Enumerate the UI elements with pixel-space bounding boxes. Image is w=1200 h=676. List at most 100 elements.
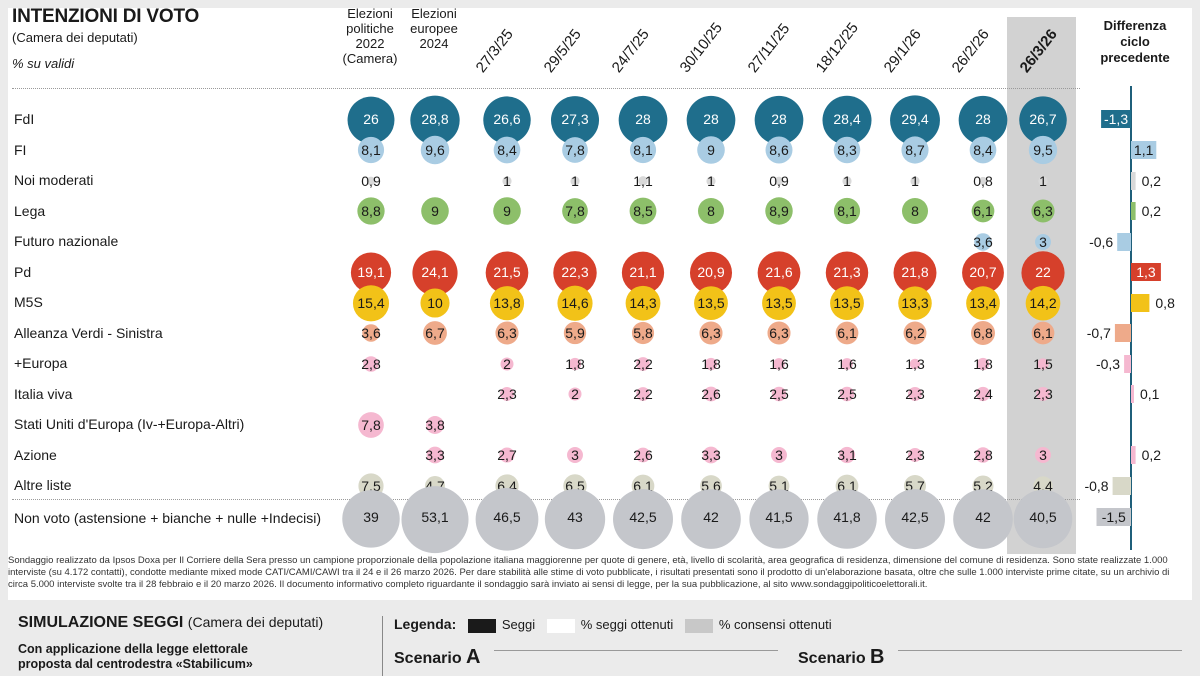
vote-value-label: 2,5: [837, 386, 857, 402]
vote-value-label: 21,5: [493, 264, 520, 280]
vote-bubble: [757, 251, 801, 295]
row-label-futuro-nazionale: Futuro nazionale: [14, 233, 119, 249]
vote-bubble: [910, 176, 920, 186]
vote-value-label: 1,8: [701, 356, 721, 372]
vote-bubble: [357, 197, 385, 225]
vote-value-label: 19,1: [357, 264, 384, 280]
vote-bubble: [842, 176, 852, 186]
vote-value-label: 42,5: [629, 509, 656, 525]
vote-bubble: [625, 285, 661, 321]
row-label-fdi: FdI: [14, 111, 35, 127]
vote-value-label: 6,7: [425, 325, 445, 341]
vote-value-label: 1,1: [633, 173, 653, 189]
vote-value-label: 8,5: [633, 203, 653, 219]
diff-header: Differenza ciclo precedente: [1080, 18, 1190, 66]
vote-bubble: [495, 321, 519, 345]
diff-bar: [1131, 202, 1136, 220]
vote-value-label: 40,5: [1029, 509, 1056, 525]
vote-value-label: 6,1: [1033, 325, 1053, 341]
vote-value-label: 29,4: [901, 111, 928, 127]
vote-value-label: 42: [703, 509, 719, 525]
diff-axis: [1130, 86, 1132, 550]
vote-bubble: [974, 233, 992, 251]
vote-bubble: [681, 489, 741, 549]
diff-value-label: 0,2: [1142, 203, 1162, 219]
seat-simulation-panel: SIMULAZIONE SEGGI (Camera dei deputati) …: [8, 604, 1192, 676]
vote-bubble: [636, 357, 650, 371]
vote-bubble: [1021, 251, 1065, 295]
scenario-word: Scenario: [394, 650, 462, 667]
vote-value-label: 21,8: [901, 264, 928, 280]
vote-bubble: [975, 447, 991, 463]
vote-bubble: [825, 251, 869, 295]
vote-bubble: [762, 286, 796, 321]
row-label-non-voto: Non voto (astensione + bianche + nulle +…: [14, 510, 322, 526]
vote-value-label: 3,8: [425, 417, 445, 433]
simulation-subtitle-line: Con applicazione della legge elettorale: [18, 642, 248, 656]
vote-value-label: 6,1: [837, 325, 857, 341]
vote-bubble: [765, 197, 793, 225]
vote-value-label: 8,4: [973, 142, 993, 158]
vote-bubble: [553, 251, 597, 295]
vote-value-label: 1: [911, 173, 919, 189]
vote-bubble: [958, 95, 1008, 145]
vote-bubble: [499, 447, 515, 463]
legend: Legenda: Seggi % seggi ottenuti % consen…: [394, 616, 832, 633]
vote-value-label: 2,4: [973, 386, 993, 402]
legend-item-label: Seggi: [501, 617, 536, 632]
vote-bubble: [347, 96, 395, 144]
vote-bubble: [557, 285, 593, 321]
vote-bubble: [833, 136, 861, 164]
vote-bubble: [901, 136, 929, 164]
simulation-title: SIMULAZIONE SEGGI (Camera dei deputati): [18, 614, 323, 632]
vote-bubble: [839, 386, 855, 402]
vote-bubble: [838, 446, 856, 464]
vote-bubble: [774, 176, 784, 186]
vote-bubble: [489, 286, 525, 321]
vote-value-label: 2,6: [701, 386, 721, 402]
vote-value-label: 39: [363, 509, 379, 525]
vote-bubble: [975, 386, 991, 402]
vote-value-label: 6,8: [973, 325, 993, 341]
vote-value-label: 2,3: [1033, 386, 1053, 402]
diff-bar: [1131, 385, 1134, 403]
vote-value-label: 21,3: [833, 264, 860, 280]
vote-bubble: [909, 358, 921, 370]
vote-bubble: [704, 357, 718, 371]
vote-value-label: 20,7: [969, 264, 996, 280]
diff-bar: [1131, 446, 1136, 464]
vote-bubble: [568, 387, 582, 401]
vote-bubble: [412, 250, 458, 296]
vote-bubble: [358, 412, 384, 438]
vote-value-label: 2,3: [905, 447, 925, 463]
vote-bubble: [833, 197, 861, 225]
vote-value-label: 1,6: [837, 356, 857, 372]
vote-value-label: 1,8: [565, 356, 585, 372]
vote-value-label: 7,5: [361, 478, 381, 494]
vote-bubble: [350, 252, 392, 293]
vote-value-label: 22: [1035, 264, 1051, 280]
vote-value-label: 21,6: [765, 264, 792, 280]
vote-bubble: [697, 197, 725, 225]
vote-bubble: [483, 96, 531, 144]
diff-value-label: 0,2: [1142, 447, 1162, 463]
vote-bubble: [765, 136, 793, 164]
vote-value-label: 28,4: [833, 111, 860, 127]
diff-value-label: 0,8: [1155, 295, 1175, 311]
simulation-subtitle: Con applicazione della legge elettorale …: [18, 642, 253, 672]
vote-value-label: 1,5: [1033, 356, 1053, 372]
vote-value-label: 41,8: [833, 509, 860, 525]
row-label-avs: Alleanza Verdi - Sinistra: [14, 325, 163, 341]
vote-value-label: 43: [567, 509, 583, 525]
vote-value-label: 27,3: [561, 111, 588, 127]
row-label-altre-liste: Altre liste: [14, 477, 72, 493]
vote-bubble: [568, 357, 582, 371]
vote-value-label: 14,2: [1029, 295, 1056, 311]
vote-bubble: [898, 286, 932, 320]
diff-bar: [1131, 141, 1157, 159]
vote-value-label: 3: [1039, 447, 1047, 463]
vote-value-label: 14,6: [561, 295, 588, 311]
vote-bubble: [1036, 387, 1050, 401]
vote-bubble: [357, 136, 385, 164]
